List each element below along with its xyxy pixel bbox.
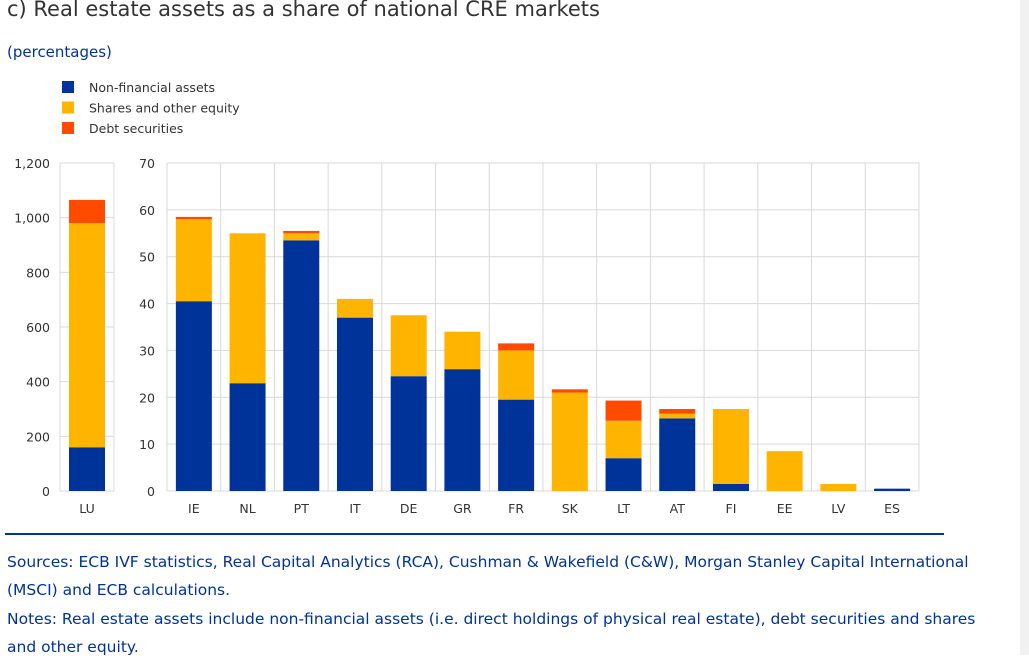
bar-it-shares-and-other-equity (336, 298, 373, 318)
bar-de-non-financial-assets (390, 376, 427, 491)
bar-lu-shares-and-other-equity (69, 223, 105, 448)
bar-lu-non-financial-assets (69, 447, 105, 491)
y-tick-label: 10 (139, 437, 155, 452)
y-tick-label: 20 (139, 390, 155, 405)
bar-gr-non-financial-assets (444, 369, 481, 491)
legend: Non-financial assets Shares and other equ… (62, 80, 240, 136)
bar-nl-shares-and-other-equity (229, 233, 266, 384)
legend-label-non-financial-assets: Non-financial assets (89, 80, 215, 95)
bar-at-debt-securities (659, 409, 696, 414)
bar-de-shares-and-other-equity (390, 315, 427, 377)
legend-swatch-non-financial-assets (62, 81, 74, 93)
bar-lt-debt-securities (605, 400, 642, 421)
y-tick-label: 0 (147, 484, 155, 499)
bar-at-non-financial-assets (659, 418, 696, 491)
bar-fr-debt-securities (498, 343, 535, 351)
x-tick-label-pt: PT (294, 501, 310, 516)
bar-nl-non-financial-assets (229, 383, 266, 491)
y-tick-label: 1,000 (14, 211, 50, 226)
chart-panel-other-countries: 0 10 20 30 40 50 60 70 IE NL PT IT DE GR FR SK LT AT FI EE L… (139, 156, 920, 516)
bar-lv-shares-and-other-equity (820, 483, 857, 491)
bar-pt-non-financial-assets (283, 240, 320, 491)
bar-es-non-financial-assets (874, 488, 911, 491)
bar-sk-debt-securities (551, 389, 588, 393)
chart-subtitle: (percentages) (7, 43, 112, 61)
chart-panel-luxembourg: 0 200 400 600 800 1,000 1,200 LU (14, 156, 115, 516)
sources-note: Sources: ECB IVF statistics, Real Capita… (7, 553, 969, 599)
y-tick-label: 60 (139, 203, 155, 218)
y-tick-label: 800 (26, 265, 50, 280)
bar-pt-debt-securities (283, 230, 320, 234)
legend-swatch-debt-securities (62, 122, 74, 134)
notes-text: Notes: Real estate assets include non-fi… (7, 610, 976, 656)
x-tick-label-sk: SK (562, 501, 579, 516)
x-tick-label-ie: IE (188, 501, 200, 516)
bar-gr-shares-and-other-equity (444, 331, 481, 370)
y-tick-label: 600 (26, 320, 50, 335)
footer-divider (5, 533, 944, 535)
bar-at-shares-and-other-equity (659, 413, 696, 419)
x-tick-label-ee: EE (777, 501, 793, 516)
x-tick-label-gr: GR (453, 501, 472, 516)
bar-sk-shares-and-other-equity (551, 392, 588, 491)
stacked-bar-chart: Non-financial assets Shares and other equ… (14, 80, 920, 516)
bar-ee-shares-and-other-equity (766, 451, 803, 491)
y-tick-label: 200 (26, 429, 50, 444)
x-tick-label-lv: LV (831, 501, 846, 516)
x-tick-label-fr: FR (508, 501, 524, 516)
bar-lt-shares-and-other-equity (605, 420, 642, 459)
bar-ie-shares-and-other-equity (175, 219, 212, 302)
bar-ie-debt-securities (175, 216, 212, 220)
x-tick-label-it: IT (349, 501, 361, 516)
y-tick-label: 30 (139, 343, 155, 358)
page-scrollbar[interactable] (1020, 0, 1029, 655)
y-tick-label: 50 (139, 250, 155, 265)
legend-swatch-shares-and-other-equity (62, 101, 74, 114)
bar-pt-shares-and-other-equity (283, 233, 320, 241)
x-tick-label-at: AT (670, 501, 686, 516)
x-tick-label-fi: FI (726, 501, 737, 516)
x-tick-label-lt: LT (617, 501, 630, 516)
x-tick-label-nl: NL (239, 501, 255, 516)
y-tick-label: 400 (26, 375, 50, 390)
x-tick-label-lu: LU (79, 501, 95, 516)
bar-fr-shares-and-other-equity (498, 350, 535, 400)
legend-label-debt-securities: Debt securities (89, 121, 183, 136)
bar-ie-non-financial-assets (175, 301, 212, 491)
x-tick-label-es: ES (884, 501, 900, 516)
bar-lt-non-financial-assets (605, 458, 642, 491)
y-tick-label: 0 (42, 484, 50, 499)
y-tick-label: 70 (139, 156, 155, 171)
chart-title: c) Real estate assets as a share of nati… (7, 0, 600, 21)
y-tick-label: 1,200 (14, 156, 50, 171)
y-tick-label: 40 (139, 297, 155, 312)
legend-label-shares-and-other-equity: Shares and other equity (89, 101, 240, 116)
bar-it-non-financial-assets (336, 317, 373, 491)
bar-lu-debt-securities (69, 199, 105, 224)
bar-fi-shares-and-other-equity (712, 409, 749, 484)
bar-fr-non-financial-assets (498, 399, 535, 491)
x-tick-label-de: DE (400, 501, 418, 516)
bar-fi-non-financial-assets (712, 483, 749, 491)
